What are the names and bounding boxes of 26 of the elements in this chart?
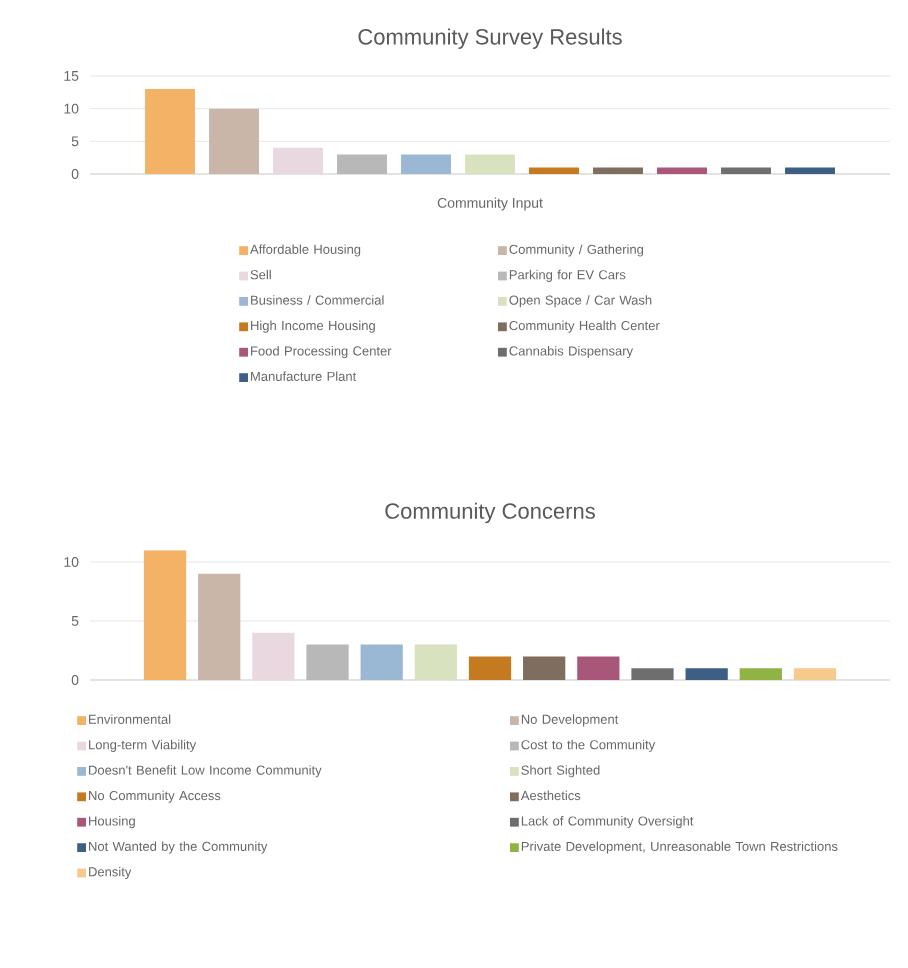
bar [465, 154, 515, 174]
bar [360, 644, 403, 680]
bar [721, 167, 771, 174]
bar [337, 154, 387, 174]
bar [198, 573, 241, 680]
bar [577, 656, 620, 680]
bar [739, 668, 782, 680]
bar [273, 147, 323, 174]
chart-title: Community Concerns [385, 502, 595, 524]
bar [657, 167, 707, 174]
bar [209, 108, 259, 174]
bar [793, 668, 837, 680]
bar [785, 167, 835, 174]
bar [593, 167, 643, 174]
bar [631, 668, 674, 680]
bar [145, 89, 195, 174]
bar [414, 644, 457, 680]
chart-title: Community Survey Results [358, 28, 622, 49]
bar [468, 656, 512, 680]
bar [252, 632, 295, 680]
bar [306, 644, 349, 680]
bar [685, 668, 728, 680]
bar [401, 154, 451, 174]
bar [529, 167, 579, 174]
bar [523, 656, 566, 680]
bar [143, 550, 187, 680]
